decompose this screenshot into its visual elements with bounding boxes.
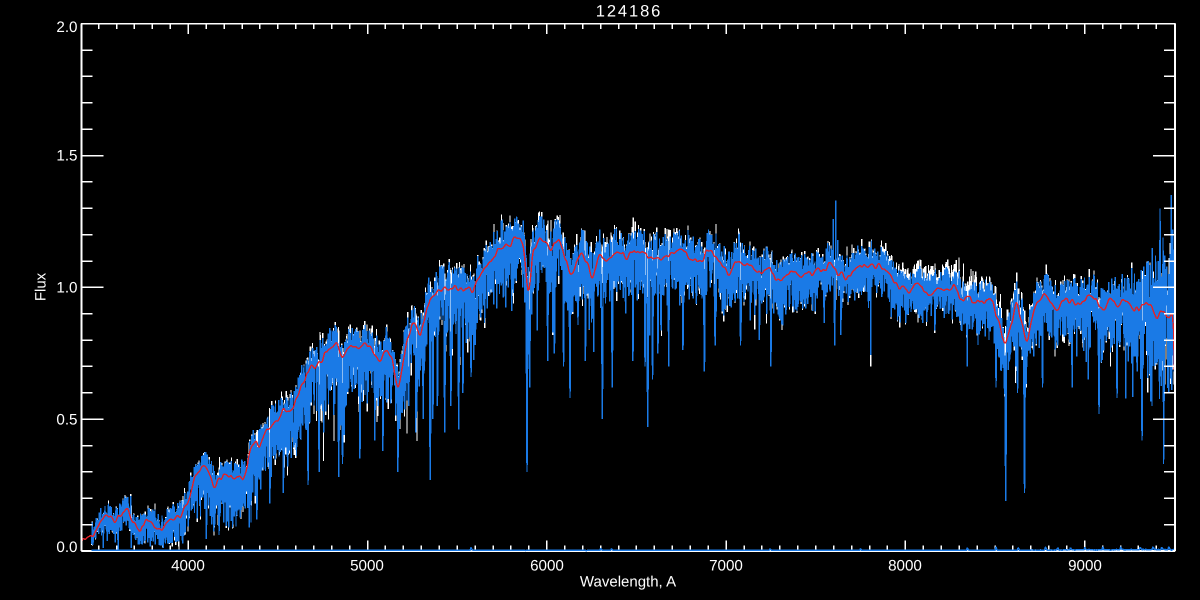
- svg-text:1.0: 1.0: [56, 280, 77, 297]
- svg-text:0.5: 0.5: [56, 411, 77, 428]
- svg-text:8000: 8000: [888, 557, 922, 574]
- svg-text:Flux: Flux: [33, 272, 50, 301]
- svg-text:7000: 7000: [709, 557, 743, 574]
- svg-text:2.0: 2.0: [56, 19, 77, 36]
- svg-text:1.5: 1.5: [56, 148, 77, 165]
- svg-text:124186: 124186: [596, 3, 662, 21]
- svg-text:0.0: 0.0: [56, 539, 77, 556]
- svg-text:9000: 9000: [1068, 557, 1102, 574]
- svg-text:Wavelength, A: Wavelength, A: [580, 574, 676, 591]
- svg-text:4000: 4000: [171, 557, 205, 574]
- svg-text:6000: 6000: [530, 557, 564, 574]
- svg-text:5000: 5000: [350, 557, 384, 574]
